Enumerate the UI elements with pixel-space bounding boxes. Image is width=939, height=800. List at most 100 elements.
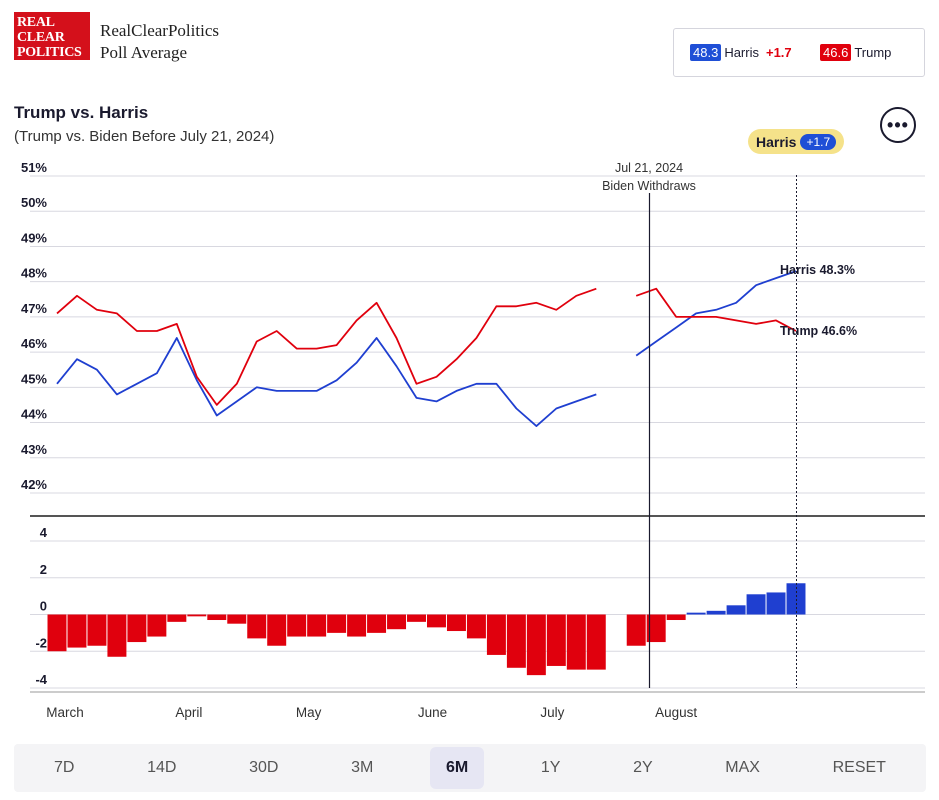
x-tick-labels: March April May June July August [46, 705, 697, 720]
more-options-icon[interactable]: ••• [880, 107, 916, 143]
spread-bar [107, 614, 127, 657]
spread-bar [626, 614, 646, 646]
lead-pill-value: +1.7 [800, 133, 837, 150]
y-tick-label: 49% [21, 230, 47, 245]
spread-bar [726, 605, 746, 615]
spread-bar [47, 614, 67, 652]
spread-bar [546, 614, 566, 666]
spread-bar [466, 614, 486, 639]
spread-bar [207, 614, 227, 621]
x-month-label: May [296, 705, 322, 720]
spread-bar [427, 614, 446, 628]
spread-bar [287, 614, 307, 637]
x-month-label: June [418, 705, 447, 720]
x-month-label: August [655, 705, 697, 720]
tab-6m[interactable]: 6M [429, 747, 485, 789]
spread-bar [387, 614, 407, 630]
series-line-trump [635, 287, 797, 332]
spread-tick-label: 0 [40, 599, 47, 614]
tab-1y[interactable]: 1Y [540, 759, 561, 776]
spread-bar [127, 614, 147, 643]
event-date: Jul 21, 2024 [615, 161, 683, 175]
harris-value-chip: 48.3 [690, 44, 722, 61]
x-month-label: March [46, 705, 84, 720]
spread-bar [646, 614, 666, 643]
y-tick-labels: 51% 50% 49% 48% 47% 46% 45% 44% 43% 42% 4 2 0 -2 -4 [21, 160, 48, 687]
x-month-label: July [540, 705, 564, 720]
tab-30d[interactable]: 30D [249, 759, 279, 776]
spread-bar [327, 614, 347, 633]
brand-line2: Poll Average [100, 43, 188, 62]
spread-bar [586, 614, 606, 670]
spread-bar [746, 594, 766, 615]
spread-bar [267, 614, 287, 646]
tab-14d[interactable]: 14D [147, 759, 177, 776]
rcp-logo: REAL CLEAR POLITICS [14, 12, 90, 60]
tab-7d[interactable]: 7D [54, 759, 75, 776]
legend-box: 48.3 Harris +1.7 46.6 Trump [673, 28, 925, 77]
harris-name: Harris [724, 45, 759, 60]
y-tick-label: 51% [21, 160, 47, 175]
time-range-tabs: 7D 14D 30D 3M 6M 1Y 2Y MAX RESET [14, 744, 926, 792]
spread-bar [486, 614, 506, 655]
spread-bar [87, 614, 107, 646]
series-lines [56, 270, 797, 427]
spread-bar [167, 614, 187, 622]
tab-max[interactable]: MAX [725, 759, 760, 776]
tab-3m[interactable]: 3M [351, 759, 374, 776]
lead-pill: Harris +1.7 [748, 129, 845, 154]
spread-bar [367, 614, 387, 633]
spread-bar [187, 614, 207, 617]
y-tick-label: 42% [21, 477, 47, 492]
spread-bar [307, 614, 327, 637]
tab-reset[interactable]: RESET [832, 759, 886, 776]
spread-bar [686, 612, 706, 615]
spread-bar [766, 592, 786, 615]
spread-bar [67, 614, 87, 648]
spread-tick-label: 4 [40, 525, 48, 540]
y-tick-label: 43% [21, 442, 47, 457]
spread-tick-label: 2 [40, 562, 47, 577]
trump-end-label: Trump 46.6% [780, 324, 857, 338]
spread-tick-label: -4 [35, 672, 47, 687]
trump-value-chip: 46.6 [820, 44, 852, 61]
spread-tick-label: -2 [35, 635, 47, 650]
spread-bar [446, 614, 466, 632]
chart-subtitle: (Trump vs. Biden Before July 21, 2024) [14, 128, 275, 145]
y-tick-label: 44% [21, 407, 47, 422]
spread-bar [147, 614, 167, 637]
spread-bar [526, 614, 546, 676]
spread-bar [247, 614, 267, 639]
spread-bar [786, 583, 806, 615]
spread-bar [407, 614, 426, 622]
trump-name: Trump [854, 45, 892, 60]
series-line-trump [56, 287, 597, 406]
spread-bar [347, 614, 367, 637]
spread-bars [47, 583, 806, 676]
harris-end-label: Harris 48.3% [780, 263, 855, 277]
spread-bar [227, 614, 247, 624]
legend-harris: 48.3 Harris +1.7 [690, 44, 792, 61]
legend-trump: 46.6 Trump [820, 44, 891, 61]
grid [30, 175, 925, 693]
y-tick-label: 48% [21, 266, 47, 281]
brand-line1: RealClearPolitics [100, 21, 219, 40]
y-tick-label: 50% [21, 195, 47, 210]
harris-spread: +1.7 [765, 45, 792, 60]
x-month-label: April [175, 705, 202, 720]
spread-bar [706, 610, 726, 615]
spread-bar [566, 614, 586, 670]
y-tick-label: 47% [21, 301, 47, 316]
chart-title: Trump vs. Harris [14, 103, 149, 122]
brand-name: RealClearPolitics Poll Average [100, 20, 219, 64]
poll-chart: 51% 50% 49% 48% 47% 46% 45% 44% 43% 42% 4 2 0 -2 -4 Ma… [21, 160, 925, 720]
tab-2y[interactable]: 2Y [633, 759, 653, 776]
y-tick-label: 46% [21, 336, 47, 351]
lead-pill-name: Harris [756, 133, 797, 150]
y-tick-label: 45% [21, 371, 47, 386]
series-line-harris [635, 270, 797, 357]
event-label: Biden Withdraws [602, 179, 696, 193]
spread-bar [506, 614, 526, 668]
series-line-harris [56, 337, 597, 427]
spread-bar [666, 614, 686, 621]
